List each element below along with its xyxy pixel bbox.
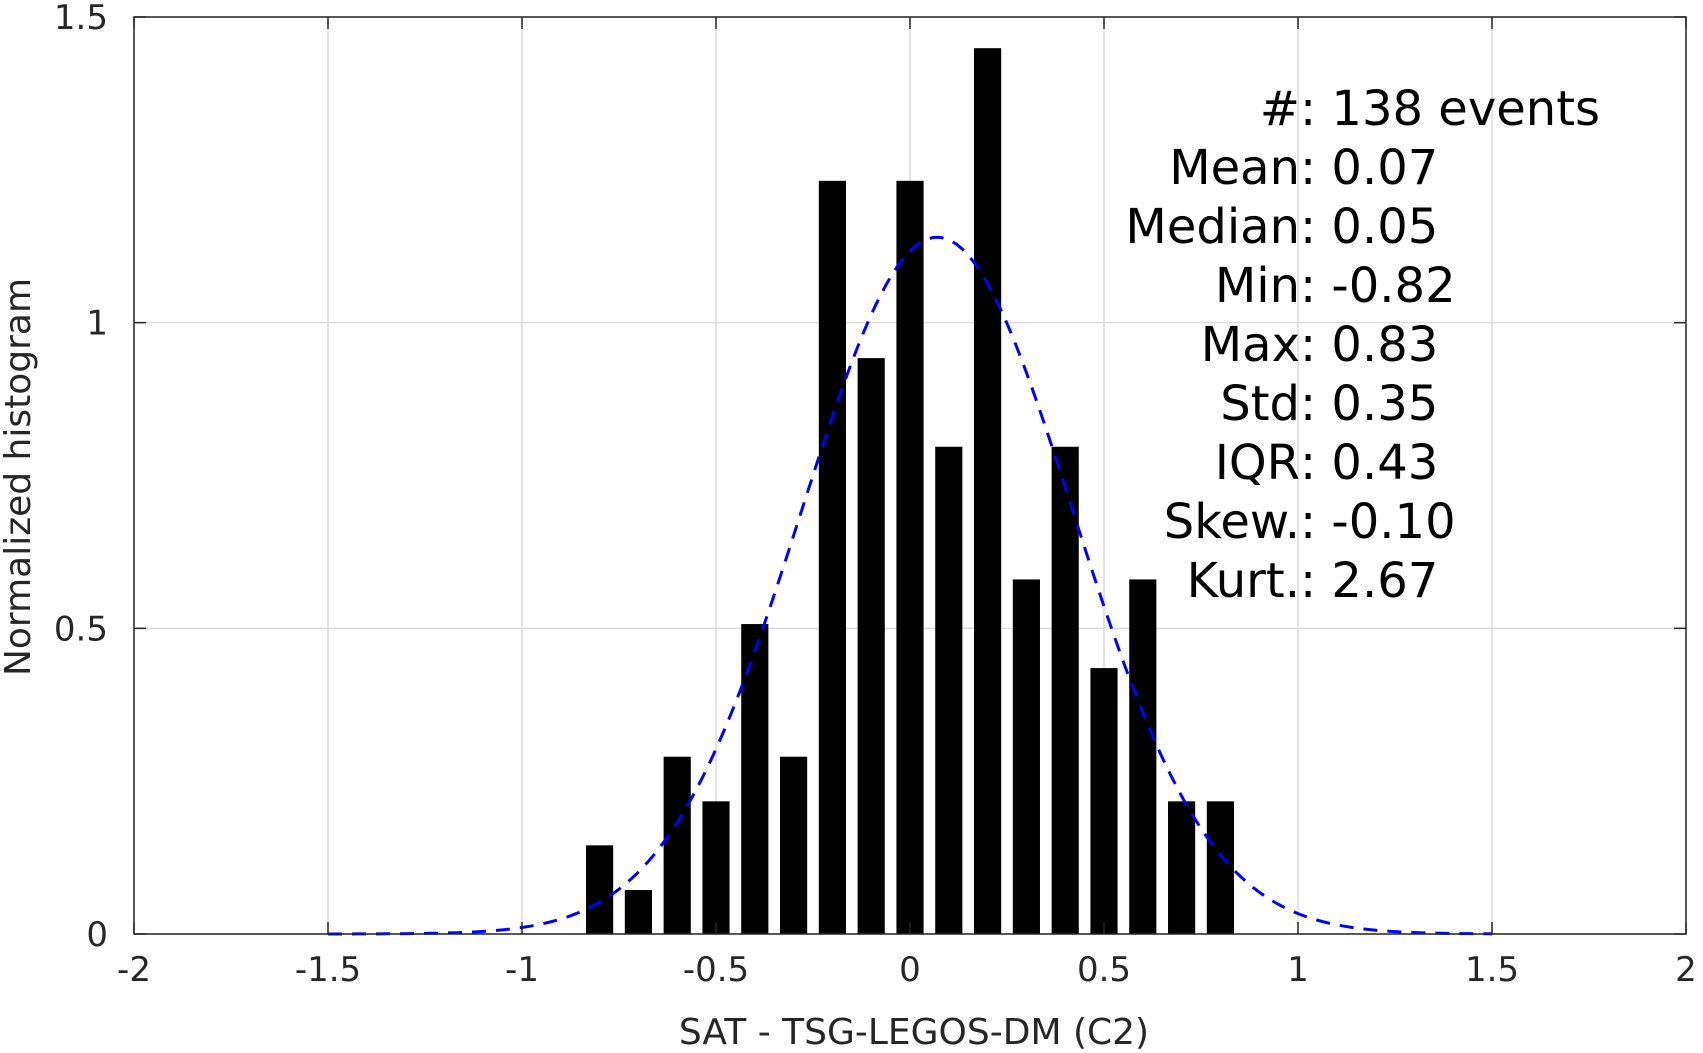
stat-label: Std [1220, 376, 1300, 432]
stat-value: : 0.07 [1300, 140, 1438, 196]
stat-value: : 0.05 [1300, 199, 1438, 255]
y-axis-label: Normalized histogram [0, 278, 39, 676]
histogram-bar [857, 358, 885, 934]
stat-label: Skew. [1164, 494, 1300, 550]
x-tick-label: 2 [1675, 950, 1697, 990]
histogram-bar [702, 801, 730, 934]
stat-value: : 0.83 [1300, 317, 1438, 373]
x-tick-label: 1.5 [1465, 950, 1519, 990]
stat-value: : -0.82 [1300, 258, 1456, 314]
stat-value: : 0.35 [1300, 376, 1438, 432]
x-tick-label: -0.5 [683, 950, 749, 990]
y-tick-labels: 0 0.5 1 1.5 [54, 0, 108, 955]
stat-label: Max [1201, 317, 1300, 373]
stat-value: : 2.67 [1300, 553, 1438, 609]
histogram-bar [1129, 579, 1157, 934]
histogram-bar [624, 889, 652, 934]
histogram-bar [1206, 801, 1234, 934]
bars-layer [586, 48, 1234, 935]
histogram-bar [1051, 446, 1079, 934]
y-tick-label: 0 [86, 915, 108, 955]
stat-value: : 138 events [1300, 81, 1600, 137]
x-tick-label: -1 [505, 950, 539, 990]
x-tick-labels: -2 -1.5 -1 -0.5 0 0.5 1 1.5 2 [117, 950, 1697, 990]
stat-label: # [1260, 81, 1300, 137]
y-tick-label: 1 [86, 304, 108, 344]
stat-label: Mean [1169, 140, 1300, 196]
axes-frame [133, 16, 1687, 935]
histogram-bar [974, 48, 1002, 935]
x-tick-label: -1.5 [295, 950, 361, 990]
histogram-bar [1012, 579, 1040, 934]
histogram-bar [780, 756, 808, 934]
stat-label: Min [1215, 258, 1300, 314]
histogram-bar [896, 180, 924, 934]
stat-value: : -0.10 [1300, 494, 1456, 550]
histogram-bar [741, 624, 769, 934]
histogram-bar [818, 180, 846, 934]
stat-label: IQR [1215, 435, 1300, 491]
x-tick-label: 0.5 [1077, 950, 1131, 990]
x-tick-label: -2 [117, 950, 151, 990]
histogram-bar [586, 845, 614, 934]
stat-label: Median [1125, 199, 1300, 255]
y-tick-label: 1.5 [54, 0, 108, 38]
stat-label: Kurt. [1187, 553, 1300, 609]
histogram-bar [1090, 668, 1118, 934]
histogram-bar [1168, 801, 1196, 934]
x-tick-label: 1 [1287, 950, 1309, 990]
x-tick-label: 0 [899, 950, 921, 990]
y-tick-label: 0.5 [54, 609, 108, 649]
stat-value: : 0.43 [1300, 435, 1438, 491]
histogram-bar [663, 756, 691, 934]
histogram-bar [935, 446, 963, 934]
x-axis-label: SAT - TSG-LEGOS-DM (C2) [679, 1012, 1149, 1053]
